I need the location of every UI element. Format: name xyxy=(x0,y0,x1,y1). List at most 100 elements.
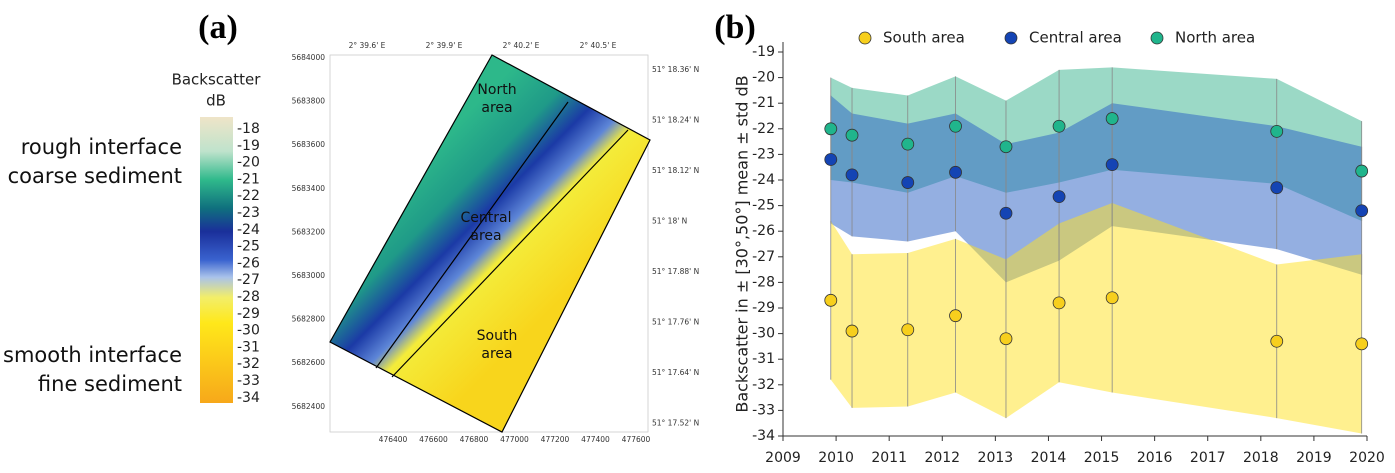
legend-swatch xyxy=(1151,32,1163,44)
map-tick-label: 51° 17.64' N xyxy=(652,368,699,377)
x-tick-label: 2016 xyxy=(1137,450,1173,466)
y-tick-label: -25 xyxy=(752,198,775,214)
point xyxy=(1053,297,1065,309)
map-tick-label: 5684000 xyxy=(292,53,326,62)
map-tick-label: 5683800 xyxy=(292,97,326,106)
colorbar-title: dB xyxy=(206,92,226,110)
y-tick-label: -22 xyxy=(752,121,775,137)
map-tick-label: 51° 18.24' N xyxy=(652,116,699,125)
y-tick-label: -29 xyxy=(752,300,775,316)
map-tick-label: 476400 xyxy=(379,435,408,444)
map-tick-label: 5682800 xyxy=(292,315,326,324)
colorbar-tick-label: -23 xyxy=(237,205,260,221)
point xyxy=(1106,113,1118,125)
map-tick-label: 477400 xyxy=(581,435,610,444)
legend-label: South area xyxy=(883,29,965,47)
point xyxy=(902,177,914,189)
x-tick-label: 2017 xyxy=(1190,450,1226,466)
colorbar-tick-label: -18 xyxy=(237,121,260,137)
map-tick-label: 477600 xyxy=(622,435,651,444)
map-tick-label: 51° 18' N xyxy=(652,217,687,226)
point xyxy=(1356,165,1368,177)
point xyxy=(825,154,837,166)
x-tick-label: 2012 xyxy=(924,450,960,466)
annotation: fine sediment xyxy=(38,372,182,396)
colorbar-title: Backscatter xyxy=(172,71,262,89)
x-tick-label: 2011 xyxy=(871,450,907,466)
y-axis-label: Backscatter in ± [30°,50°] mean ± std dB xyxy=(733,75,752,412)
map-tick-label: 5683200 xyxy=(292,227,326,236)
map-tick-label: 5683600 xyxy=(292,140,326,149)
point xyxy=(1000,141,1012,153)
colorbar-tick-label: -25 xyxy=(237,239,260,255)
map-tick-label: 51° 18.12' N xyxy=(652,166,699,175)
colorbar-tick-label: -28 xyxy=(237,289,260,305)
point xyxy=(902,138,914,150)
colorbar-tick-label: -34 xyxy=(237,390,260,406)
map-tick-label: 477200 xyxy=(541,435,570,444)
y-tick-label: -26 xyxy=(752,223,775,239)
map-tick-label: 5683400 xyxy=(292,184,326,193)
point xyxy=(1106,159,1118,171)
legend-swatch xyxy=(1005,32,1017,44)
x-tick-label: 2010 xyxy=(818,450,854,466)
point xyxy=(950,310,962,322)
map-tick-label: 51° 17.76' N xyxy=(652,318,699,327)
page: (a) (b) BackscatterdB-18-19-20-21-22-23-… xyxy=(0,0,1395,469)
x-tick-label: 2015 xyxy=(1084,450,1120,466)
map-tick-label: 5682600 xyxy=(292,358,326,367)
map-tick-label: 476800 xyxy=(460,435,489,444)
y-tick-label: -19 xyxy=(752,44,775,60)
colorbar-tick-label: -22 xyxy=(237,188,260,204)
colorbar-tick-label: -30 xyxy=(237,323,260,339)
point xyxy=(1000,207,1012,219)
colorbar-tick-label: -29 xyxy=(237,306,260,322)
point xyxy=(846,129,858,141)
y-tick-label: -33 xyxy=(752,402,775,418)
point xyxy=(825,294,837,306)
y-tick-label: -21 xyxy=(752,95,775,111)
colorbar-tick-label: -24 xyxy=(237,222,260,238)
y-tick-label: -34 xyxy=(752,428,775,444)
colorbar-tick-label: -27 xyxy=(237,272,260,288)
figure: (a) (b) BackscatterdB-18-19-20-21-22-23-… xyxy=(0,0,1395,469)
map-tick-label: 2° 39.6' E xyxy=(349,41,386,50)
annotation: smooth interface xyxy=(3,343,182,367)
map-tick-label: 2° 39.9' E xyxy=(426,41,463,50)
area-label: Central xyxy=(461,210,512,226)
area-label: North xyxy=(477,82,516,98)
map-tick-label: 2° 40.2' E xyxy=(503,41,540,50)
legend-label: Central area xyxy=(1029,29,1122,47)
map-tick-label: 5682400 xyxy=(292,402,326,411)
panel-label: (b) xyxy=(714,9,756,46)
x-tick-label: 2020 xyxy=(1349,450,1385,466)
x-tick-label: 2018 xyxy=(1243,450,1279,466)
area-label: area xyxy=(481,100,512,116)
colorbar-tick-label: -21 xyxy=(237,171,260,187)
point xyxy=(1053,191,1065,203)
map-tick-label: 477000 xyxy=(500,435,529,444)
point xyxy=(1106,292,1118,304)
colorbar-tick-label: -26 xyxy=(237,255,260,271)
point xyxy=(950,166,962,178)
point xyxy=(1053,120,1065,132)
point xyxy=(1271,125,1283,137)
area-label: area xyxy=(470,228,501,244)
colorbar xyxy=(200,117,233,403)
point xyxy=(950,120,962,132)
y-tick-label: -27 xyxy=(752,249,775,265)
annotation: coarse sediment xyxy=(8,164,182,188)
point xyxy=(1271,182,1283,194)
map-tick-label: 476600 xyxy=(419,435,448,444)
x-tick-label: 2009 xyxy=(765,450,801,466)
point xyxy=(1356,205,1368,217)
y-tick-label: -28 xyxy=(752,274,775,290)
colorbar-tick-label: -20 xyxy=(237,155,260,171)
point xyxy=(1356,338,1368,350)
x-tick-label: 2014 xyxy=(1031,450,1067,466)
point xyxy=(1271,335,1283,347)
x-tick-label: 2013 xyxy=(978,450,1014,466)
x-tick-label: 2019 xyxy=(1296,450,1332,466)
map-tick-label: 2° 40.5' E xyxy=(580,41,617,50)
point xyxy=(846,325,858,337)
